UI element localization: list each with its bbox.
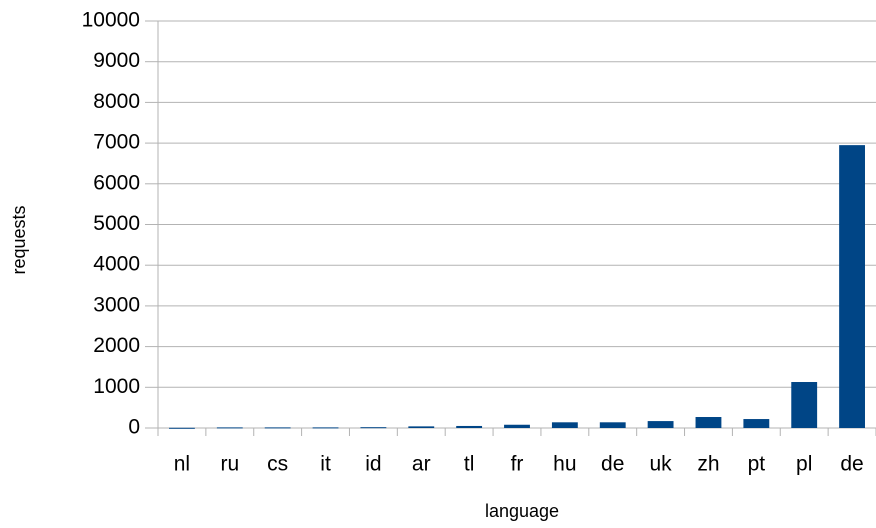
bar: [456, 425, 483, 428]
y-tick-label: 7000: [93, 131, 140, 154]
x-tick-label: nl: [174, 453, 190, 476]
bar: [408, 426, 435, 428]
bar: [647, 421, 674, 428]
bar: [551, 422, 578, 428]
y-tick-label: 2000: [93, 334, 140, 357]
x-tick-label: uk: [650, 453, 673, 476]
x-tick-label: it: [320, 453, 331, 476]
x-tick-label: hu: [553, 453, 576, 476]
bar: [504, 424, 530, 428]
bar: [791, 382, 818, 428]
y-tick-label: 8000: [93, 90, 140, 113]
y-tick-label: 5000: [93, 212, 140, 235]
bar: [599, 422, 626, 428]
x-tick-label: ru: [220, 453, 239, 476]
y-tick-label: 6000: [93, 171, 140, 194]
y-tick-label: 1000: [93, 375, 140, 398]
bar: [360, 427, 387, 429]
bar: [743, 419, 770, 428]
x-tick-label: pl: [796, 453, 812, 476]
bar: [695, 417, 722, 428]
x-tick-label: de: [601, 453, 624, 476]
x-tick-label: zh: [697, 453, 719, 476]
x-tick-label: ar: [412, 453, 431, 476]
x-tick-label: tl: [464, 453, 475, 476]
y-tick-label: 3000: [93, 293, 140, 316]
y-tick-label: 0: [128, 416, 140, 439]
x-tick-label: id: [365, 453, 381, 476]
y-axis-title: requests: [9, 205, 29, 274]
bar: [839, 145, 865, 428]
bar: [216, 427, 243, 429]
bar: [264, 427, 291, 429]
y-tick-label: 10000: [82, 9, 140, 32]
x-tick-label: de: [840, 453, 863, 476]
bar: [312, 427, 339, 429]
y-tick-label: 4000: [93, 253, 140, 276]
x-tick-label: pt: [748, 453, 766, 476]
x-tick-label: fr: [511, 453, 524, 476]
bar: [169, 427, 195, 429]
x-axis-title: language: [485, 501, 559, 521]
x-tick-label: cs: [267, 453, 288, 476]
y-tick-label: 9000: [93, 49, 140, 72]
